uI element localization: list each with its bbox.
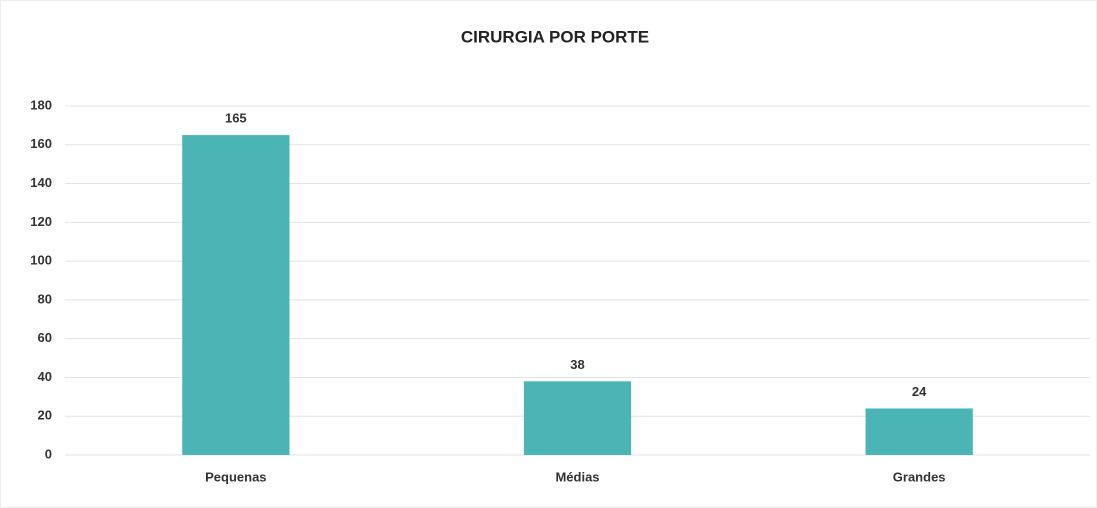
y-tick-label: 120	[30, 214, 52, 229]
chart-title: CIRURGIA POR PORTE	[461, 27, 649, 46]
y-tick-label: 60	[38, 330, 52, 345]
y-tick-label: 0	[45, 446, 52, 461]
bar	[865, 408, 973, 455]
y-tick-label: 160	[30, 136, 52, 151]
x-tick-label: Grandes	[893, 469, 946, 484]
y-tick-label: 100	[30, 253, 52, 268]
bar	[523, 381, 632, 455]
y-tick-label: 80	[38, 291, 52, 306]
y-tick-label: 180	[30, 97, 52, 112]
y-tick-label: 140	[30, 175, 52, 190]
y-tick-label: 20	[38, 408, 52, 423]
y-tick-label: 40	[38, 369, 52, 384]
data-label: 24	[912, 384, 927, 399]
data-label: 38	[570, 357, 584, 372]
x-tick-label: Médias	[555, 469, 599, 484]
bar	[182, 135, 290, 456]
data-label: 165	[225, 111, 247, 126]
x-tick-label: Pequenas	[205, 469, 266, 484]
